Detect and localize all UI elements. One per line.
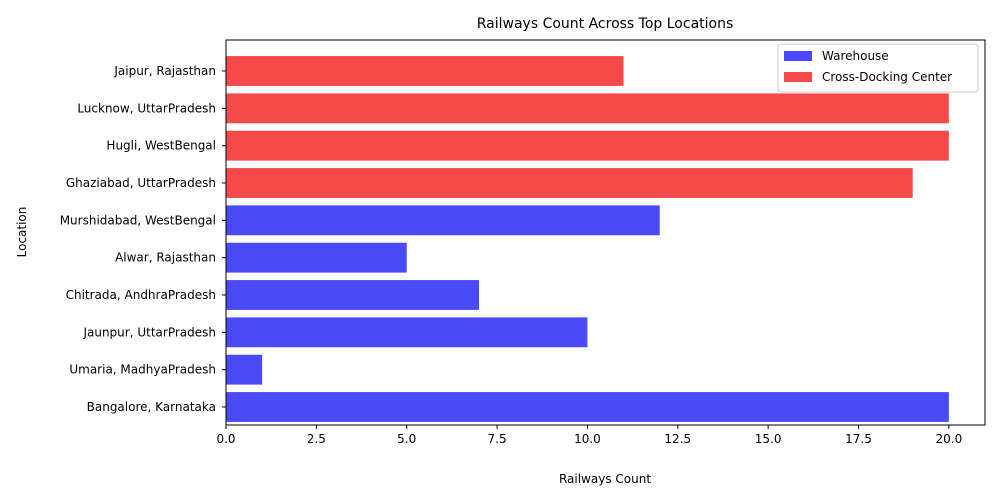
y-tick-label: Murshidabad, WestBengal (60, 213, 216, 227)
bar-jaunpur-uttarpradesh (226, 317, 588, 348)
x-tick-label: 2.5 (307, 432, 326, 446)
y-axis: Bangalore, Karnataka Umaria, MadhyaPrades… (60, 64, 226, 414)
x-tick-label: 20.0 (935, 432, 962, 446)
bar-alwar-rajasthan (226, 242, 407, 273)
bar-jaipur-rajasthan (226, 56, 624, 86)
bar-chitrada-andhrapradesh (226, 280, 479, 310)
y-tick-label: Hugli, WestBengal (106, 139, 216, 153)
x-tick-label: 15.0 (755, 432, 782, 446)
x-tick-label: 12.5 (664, 432, 691, 446)
bar-umaria-madhyapradesh (226, 354, 263, 385)
x-axis-label: Railways Count (559, 472, 651, 486)
chart-title: Railways Count Across Top Locations (477, 16, 734, 32)
y-tick-label: Umaria, MadhyaPradesh (69, 363, 216, 377)
x-axis: 0.0 2.5 5.0 7.5 10.0 12.5 15.0 17.5 20.0 (216, 425, 962, 446)
legend-label: Warehouse (822, 49, 889, 63)
bar-ghaziabad-uttarpradesh (226, 168, 913, 198)
y-tick-label: Ghaziabad, UttarPradesh (66, 176, 216, 190)
y-tick-label: Lucknow, UttarPradesh (77, 101, 216, 115)
x-tick-label: 5.0 (397, 432, 416, 446)
legend: Warehouse Cross-Docking Center (777, 43, 979, 93)
y-tick-label: Alwar, Rajasthan (115, 251, 216, 265)
x-tick-label: 7.5 (488, 432, 507, 446)
plot-frame (225, 39, 986, 426)
bar-murshidabad-westbengal (226, 205, 660, 236)
y-tick-label: Jaipur, Rajasthan (113, 64, 216, 78)
bar-hugli-westbengal (226, 130, 949, 161)
legend-label: Cross-Docking Center (822, 70, 952, 84)
bar-bangalore-karnataka (226, 392, 949, 422)
legend-swatch (784, 51, 812, 61)
x-tick-label: 10.0 (574, 432, 601, 446)
y-axis-label: Location (15, 207, 29, 258)
bar-lucknow-uttarpradesh (226, 93, 949, 124)
y-tick-label: Bangalore, Karnataka (87, 400, 216, 414)
y-tick-label: Jaunpur, UttarPradesh (82, 325, 216, 339)
legend-swatch (784, 72, 812, 82)
bars-layer (226, 56, 949, 422)
x-tick-label: 0.0 (216, 432, 235, 446)
x-tick-label: 17.5 (845, 432, 872, 446)
legend-frame (777, 43, 979, 93)
y-tick-label: Chitrada, AndhraPradesh (66, 288, 216, 302)
